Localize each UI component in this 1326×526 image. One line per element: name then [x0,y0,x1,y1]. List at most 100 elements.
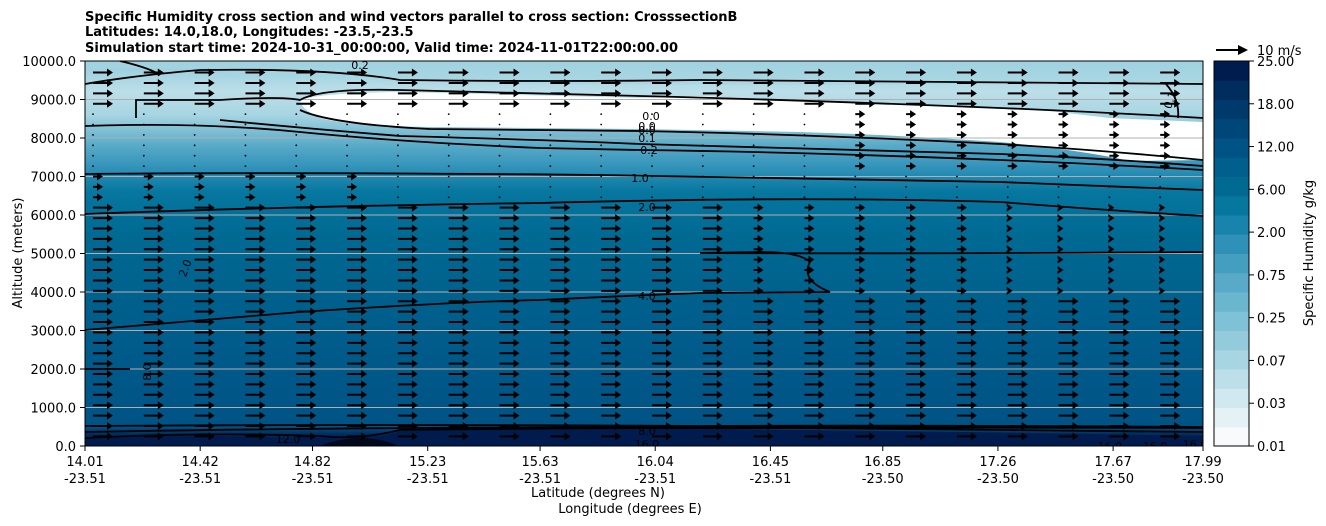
wind-vector [652,245,672,254]
wind-vector [245,276,266,285]
wind-vector [1159,245,1166,254]
wind-vector [194,318,215,327]
wind-vector [906,141,917,150]
wind-vector [753,359,774,368]
wind-vector [347,182,358,191]
wind-vector [499,89,520,98]
wind-vector [498,196,501,199]
wind-vector [753,401,774,410]
colorbar-ticks: 0.01 0.03 0.07 0.25 0.75 2.00 6.00 12.00 18.00 25… [1249,55,1294,455]
wind-vector [1007,421,1028,430]
wind-vector [753,370,774,379]
wind-vector [600,154,603,157]
wind-vector [855,297,876,306]
wind-vector [855,99,876,108]
colorbar-swatch [1214,157,1249,177]
wind-vector [1007,318,1028,327]
wind-vector [1058,411,1079,420]
wind-vector [447,165,450,168]
y-tick-label: 3000.0 [31,325,77,340]
wind-vector [652,276,672,285]
wind-vector [550,421,571,430]
wind-vector [1160,120,1171,129]
wind-vector [193,123,196,126]
wind-vector [194,359,215,368]
wind-vector [753,318,774,327]
wind-vector [93,193,103,202]
wind-vector [803,185,806,188]
wind-vector [601,421,622,430]
wind-vector [753,411,774,420]
wind-vector [550,214,571,223]
wind-vector [1160,359,1181,368]
wind-vector [956,203,967,212]
wind-vector [397,286,418,295]
wind-vector [397,328,418,337]
contour-label: 8.0 [638,425,656,438]
wind-vector [296,318,317,327]
wind-vector [92,113,94,116]
wind-vector [804,78,825,87]
wind-vector [803,196,806,199]
wind-vector [93,214,113,223]
wind-vector [702,318,723,327]
wind-vector [346,165,348,168]
wind-vector [295,113,298,116]
wind-vector [855,318,876,327]
wind-vector [194,89,215,98]
wind-vector [601,255,622,264]
wind-vector [143,99,164,108]
wind-vector [498,134,501,136]
wind-vector [1108,196,1111,199]
y-tick-label: 4000.0 [31,286,77,301]
wind-vector [397,307,418,316]
wind-vector [93,203,113,212]
wind-vector [1058,297,1079,306]
wind-vector [651,144,653,147]
wind-vector [804,390,825,399]
wind-vector [346,134,348,136]
wind-vector [600,144,603,147]
wind-vector [651,134,653,136]
wind-vector [906,359,927,368]
wind-vector [1109,110,1120,119]
wind-vector [956,307,977,316]
wind-vector [1007,359,1028,368]
wind-vector [397,390,418,399]
wind-vector [245,266,266,275]
wind-vector [448,380,469,389]
wind-vector [93,359,113,368]
wind-vector [956,120,967,129]
wind-vector [1007,151,1018,160]
wind-vector [855,110,866,119]
wind-vector [600,113,603,116]
wind-vector [346,113,348,116]
wind-vector [651,175,653,178]
wind-vector [448,421,469,430]
wind-vector [803,134,806,136]
wind-vector [1007,89,1028,98]
wind-vector [956,338,977,347]
wind-vector [701,123,704,126]
wind-vector [600,134,603,136]
wind-vector [702,224,723,233]
wind-vector [1109,120,1120,129]
wind-vector [1058,328,1079,337]
wind-vector [448,390,469,399]
wind-vector [956,162,967,171]
wind-vector [855,338,876,347]
wind-vector [347,203,368,212]
wind-vector [804,349,825,358]
wind-vector [194,276,215,285]
wind-vector [702,411,723,420]
wind-vector [1160,151,1171,160]
colorbar-tick-label: 0.03 [1257,397,1286,412]
wind-vector [1007,120,1018,129]
wind-vector [854,196,857,199]
wind-vector [93,89,113,98]
wind-vector [652,349,672,358]
wind-vector [499,318,520,327]
wind-vector [1058,380,1079,389]
wind-vector [347,276,368,285]
wind-vector [702,307,723,316]
